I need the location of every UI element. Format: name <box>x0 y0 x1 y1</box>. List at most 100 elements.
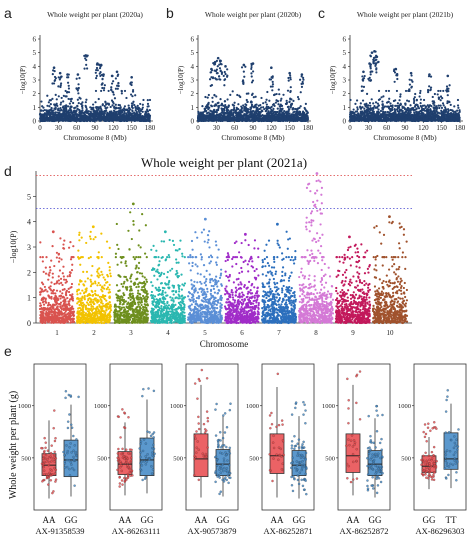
snp-point <box>299 105 302 108</box>
snp-point <box>125 96 128 100</box>
snp-point <box>412 97 416 101</box>
snp-point <box>101 116 104 119</box>
snp-point <box>389 104 392 108</box>
snp-point <box>424 106 427 109</box>
snp-point <box>66 76 69 79</box>
snp-point <box>299 118 302 121</box>
snp-point <box>399 118 402 121</box>
snp-point <box>393 108 396 111</box>
snp-point <box>268 99 271 102</box>
snp-point <box>130 81 133 84</box>
peak-point <box>373 50 376 53</box>
snp-point <box>77 92 80 95</box>
snp-point <box>62 94 65 97</box>
snp-point <box>53 75 57 79</box>
snp-point <box>257 119 260 123</box>
snp-point <box>263 107 266 111</box>
snp-point <box>223 111 226 114</box>
snp-point <box>429 88 432 92</box>
snp-point <box>73 106 76 110</box>
y-tick-label: 5 <box>27 192 31 201</box>
snp-point <box>77 102 80 105</box>
snp-point <box>231 103 234 106</box>
snp-point <box>282 93 285 96</box>
snp-point <box>426 104 429 107</box>
snp-point <box>260 109 263 112</box>
snp-point <box>139 114 142 117</box>
snp-point <box>262 102 265 105</box>
y-tick-label: 0 <box>33 118 37 126</box>
snp-point <box>393 114 396 117</box>
snp-point <box>245 116 248 119</box>
y-tick-label: 4 <box>27 218 31 227</box>
snp-point <box>381 104 384 107</box>
snp-point <box>110 86 113 89</box>
snp-point <box>270 76 273 79</box>
snp-point <box>244 113 247 117</box>
y-tick-label: 6 <box>33 36 37 44</box>
snp-point <box>54 78 57 82</box>
snp-point <box>59 82 63 85</box>
snp-point <box>74 113 77 116</box>
snp-point <box>76 107 79 110</box>
snp-point <box>289 90 292 94</box>
snp-point <box>287 105 290 108</box>
snp-point <box>237 103 240 106</box>
snp-point <box>436 93 439 96</box>
x-tick-label: 150 <box>436 124 447 132</box>
snp-point <box>105 103 108 106</box>
snp-point <box>357 112 360 115</box>
snp-point <box>274 111 277 114</box>
snp-point <box>284 119 287 122</box>
snp-point <box>445 89 448 92</box>
snp-point <box>416 103 419 107</box>
snp-point <box>250 105 254 108</box>
snp-point <box>143 116 146 119</box>
snp-point <box>376 113 379 116</box>
snp-point <box>378 119 381 122</box>
snp-point <box>395 89 399 93</box>
peak-point <box>99 63 103 67</box>
x-tick-label: 30 <box>213 124 221 132</box>
snp-point <box>114 77 117 80</box>
snp-point <box>231 119 234 122</box>
y-axis-label: −log10(P) <box>19 65 27 94</box>
snp-point <box>287 79 290 82</box>
peak-point <box>224 65 227 68</box>
snp-point <box>280 97 283 100</box>
snp-point <box>111 100 114 103</box>
snp-point <box>102 89 106 92</box>
snp-point <box>142 119 145 122</box>
snp-point <box>78 113 81 116</box>
snp-point <box>391 112 395 115</box>
snp-point <box>107 103 111 106</box>
snp-point <box>388 97 391 100</box>
snp-point <box>415 110 418 114</box>
snp-point <box>412 101 416 105</box>
snp-point <box>220 107 223 110</box>
snp-point <box>223 70 226 74</box>
snp-point <box>226 74 229 77</box>
snp-point <box>431 95 434 99</box>
snp-point <box>56 108 60 112</box>
snp-point <box>214 104 217 107</box>
snp-point <box>374 62 377 65</box>
x-axis-label: Chromosome 8 (Mb) <box>63 133 127 142</box>
snp-point <box>355 99 359 102</box>
snp-point <box>73 119 76 122</box>
snp-point <box>299 113 302 116</box>
snp-point <box>369 79 373 82</box>
snp-point <box>415 99 418 102</box>
snp-point <box>392 119 395 122</box>
snp-point <box>250 81 254 84</box>
snp-point <box>204 95 207 99</box>
snp-point <box>268 115 271 118</box>
panel-label-e: e <box>4 343 12 359</box>
x-tick-label: 30 <box>365 124 373 132</box>
snp-point <box>39 109 43 112</box>
snp-point <box>58 118 61 121</box>
snp-point <box>387 89 391 93</box>
snp-point <box>455 115 458 119</box>
snp-point <box>67 115 70 119</box>
snp-point <box>209 109 212 112</box>
